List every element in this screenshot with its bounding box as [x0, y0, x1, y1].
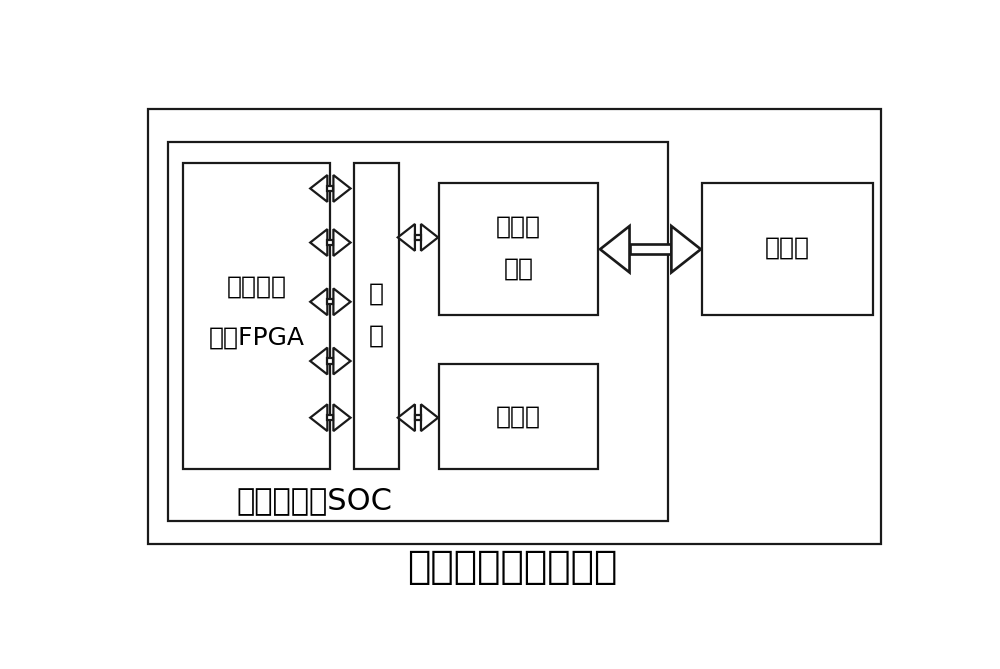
Text: 存储器: 存储器	[765, 235, 810, 260]
Bar	[415, 235, 421, 240]
Text: 可编程门: 可编程门	[227, 274, 287, 298]
Bar	[327, 359, 333, 364]
Polygon shape	[398, 404, 415, 431]
Polygon shape	[333, 288, 351, 315]
Text: 线: 线	[369, 323, 384, 347]
Polygon shape	[310, 288, 327, 315]
Polygon shape	[398, 224, 415, 251]
Polygon shape	[333, 404, 351, 431]
Bar	[327, 186, 333, 191]
Bar	[327, 240, 333, 245]
Bar	[354, 163, 399, 469]
Polygon shape	[310, 404, 327, 431]
Polygon shape	[333, 229, 351, 256]
Bar	[702, 183, 873, 314]
Text: 数据采集和处理装置: 数据采集和处理装置	[407, 548, 618, 586]
Bar	[415, 415, 421, 420]
Bar	[168, 142, 668, 520]
Polygon shape	[310, 175, 327, 202]
Polygon shape	[310, 348, 327, 375]
Bar	[327, 299, 333, 304]
Polygon shape	[600, 226, 630, 272]
Bar	[148, 108, 881, 544]
Text: 系统级芯片SOC: 系统级芯片SOC	[237, 486, 393, 516]
Polygon shape	[310, 229, 327, 256]
Bar	[439, 183, 598, 314]
Bar	[630, 244, 671, 254]
Polygon shape	[421, 404, 438, 431]
Text: 阵列FPGA: 阵列FPGA	[209, 326, 305, 350]
Bar	[439, 364, 598, 469]
Bar	[327, 415, 333, 420]
Bar	[183, 163, 330, 469]
Polygon shape	[333, 175, 351, 202]
Text: 存储控: 存储控	[496, 215, 541, 239]
Text: 制器: 制器	[504, 256, 534, 280]
Polygon shape	[333, 348, 351, 375]
Polygon shape	[421, 224, 438, 251]
Text: 总: 总	[369, 282, 384, 306]
Polygon shape	[671, 226, 701, 272]
Text: 处理器: 处理器	[496, 404, 541, 428]
